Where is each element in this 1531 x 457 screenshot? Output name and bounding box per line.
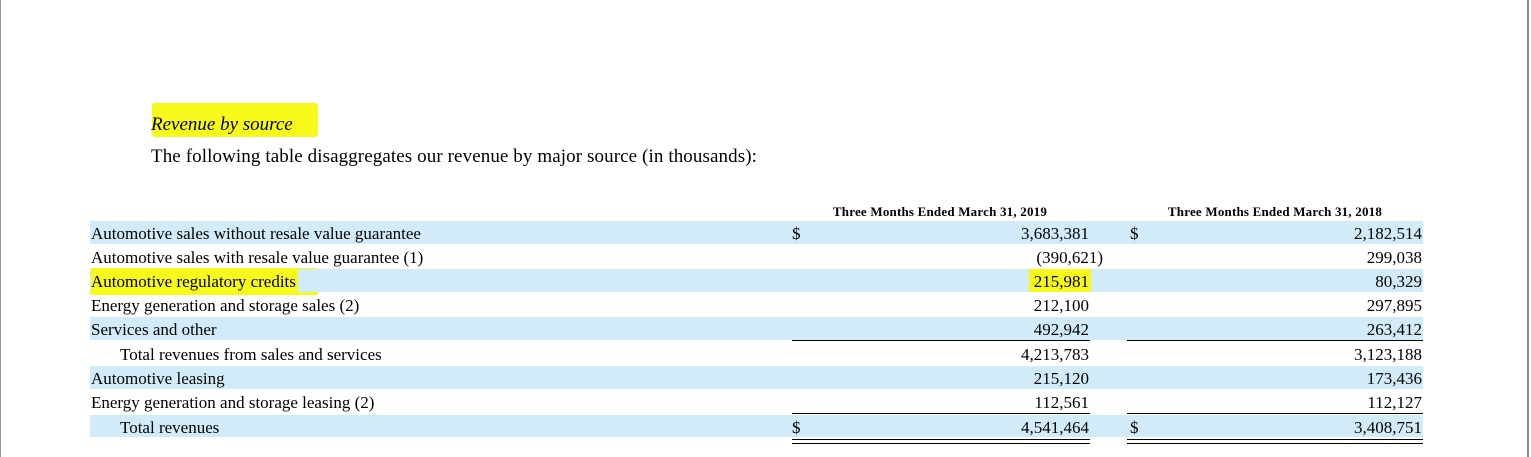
value-2018: 3,123,188 <box>1354 345 1422 364</box>
total-rule-2018 <box>1127 413 1423 414</box>
value-2019: 212,100 <box>1033 296 1089 315</box>
value-2019: 3,683,381 <box>1021 224 1089 243</box>
value-2019: 4,213,783 <box>1021 345 1089 364</box>
subtotal-rule-2019 <box>792 340 1090 341</box>
table-row: Automotive regulatory credits 215,981 80… <box>90 269 1423 292</box>
table-row: Total revenues $ 4,541,464 $ 3,408,751 <box>90 415 1423 437</box>
value-2018: 2,182,514 <box>1354 224 1422 243</box>
value-2018: 297,895 <box>1366 296 1422 315</box>
row-label: Total revenues from sales and services <box>120 345 382 364</box>
dollar-sign: $ <box>792 224 801 243</box>
dollar-sign: $ <box>1130 224 1139 243</box>
row-label: Automotive sales with resale value guara… <box>91 248 424 267</box>
value-2019: 215,120 <box>1033 369 1089 388</box>
row-label: Total revenues <box>120 418 220 437</box>
row-label: Automotive leasing <box>91 369 225 388</box>
dollar-sign: $ <box>1130 418 1139 437</box>
value-2018: 3,408,751 <box>1354 418 1422 437</box>
row-label: Services and other <box>91 320 217 339</box>
intro-text: The following table disaggregates our re… <box>151 146 758 167</box>
value-2018: 173,436 <box>1366 369 1422 388</box>
value-2019: 4,541,464 <box>1021 418 1089 437</box>
subtotal-rule-2018 <box>1127 340 1423 341</box>
dollar-sign: $ <box>792 418 801 437</box>
table-row: Energy generation and storage sales (2) … <box>90 293 1423 316</box>
double-underline-2019 <box>792 439 1090 444</box>
value-2018: 263,412 <box>1366 320 1422 339</box>
section-title: Revenue by source <box>151 114 293 135</box>
table-row: Automotive sales without resale value gu… <box>90 221 1423 244</box>
title-highlight <box>152 103 318 137</box>
table-row: Energy generation and storage leasing (2… <box>90 390 1423 413</box>
table-row: Automotive sales with resale value guara… <box>90 245 1423 268</box>
value-2018: 299,038 <box>1366 248 1422 267</box>
row-label: Automotive regulatory credits <box>91 269 298 292</box>
value-2019: (390,621) <box>1036 248 1103 267</box>
value-2019: 112,561 <box>1034 393 1089 412</box>
value-2018: 80,329 <box>1375 272 1422 291</box>
row-label: Automotive sales without resale value gu… <box>91 224 421 243</box>
table-row: Total revenues from sales and services 4… <box>90 342 1423 365</box>
page-left-border <box>0 0 1 457</box>
row-label: Energy generation and storage sales (2) <box>91 296 360 315</box>
value-2018: 112,127 <box>1367 393 1422 412</box>
page-right-border <box>1527 0 1529 457</box>
value-2019: 215,981 <box>1028 269 1091 292</box>
total-rule-2019 <box>792 413 1090 414</box>
table-row: Automotive leasing 215,120 173,436 <box>90 366 1423 389</box>
row-label: Energy generation and storage leasing (2… <box>91 393 375 412</box>
double-underline-2018 <box>1127 439 1423 444</box>
value-2019: 492,942 <box>1033 320 1089 339</box>
table-row: Services and other 492,942 263,412 <box>90 317 1423 340</box>
